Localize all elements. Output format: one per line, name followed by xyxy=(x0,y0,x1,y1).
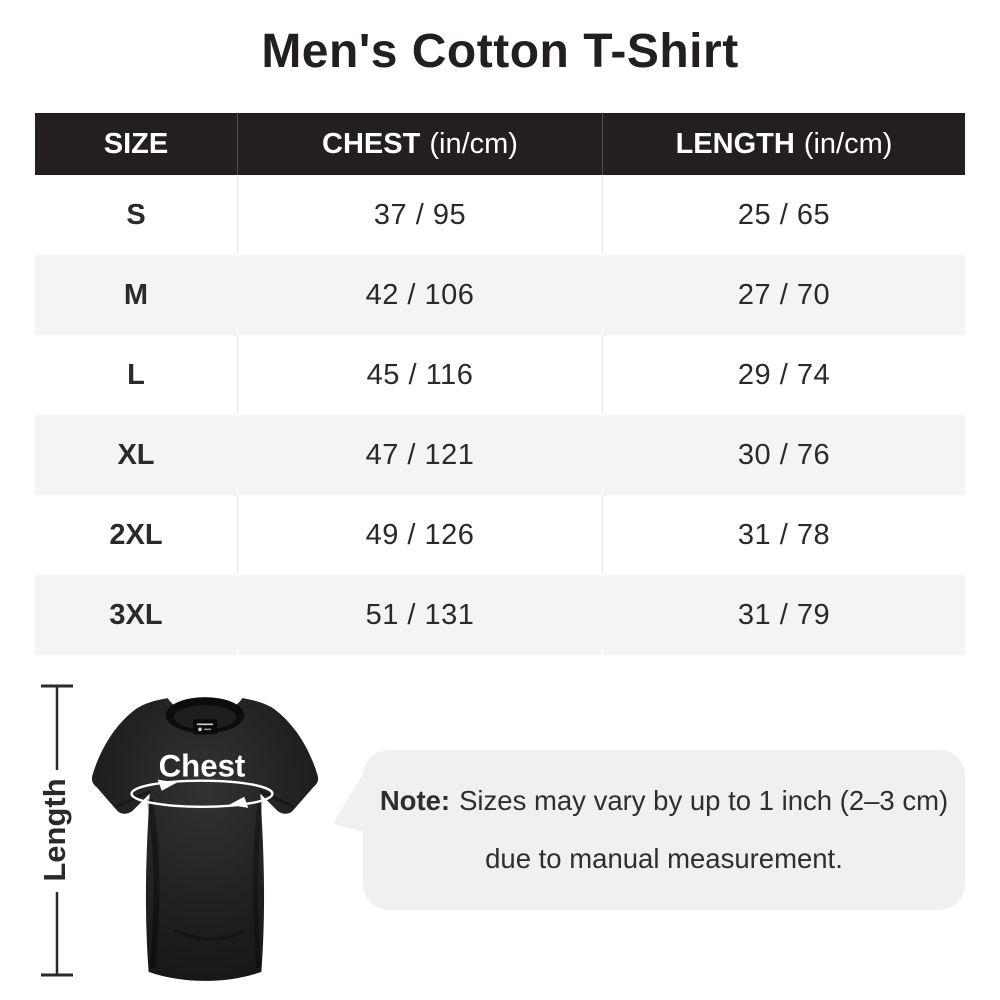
header-size-label: SIZE xyxy=(103,127,169,160)
table-row: L 45 / 116 29 / 74 xyxy=(35,335,965,415)
table-row: M 42 / 106 27 / 70 xyxy=(35,255,965,335)
chest-cell: 47 / 121 xyxy=(238,415,603,495)
length-cell: 25 / 65 xyxy=(737,198,831,231)
length-measure: Length xyxy=(32,680,82,985)
length-cell: 31 / 78 xyxy=(737,518,831,551)
chest-cell: 45 / 116 xyxy=(238,335,603,415)
table-row: 3XL 51 / 131 31 / 79 xyxy=(35,575,965,655)
length-cell: 29 / 74 xyxy=(737,358,831,391)
length-cell: 31 / 79 xyxy=(737,598,831,631)
length-label: Length xyxy=(37,778,72,881)
chest-cell: 51 / 131 xyxy=(238,575,603,655)
size-cell: L xyxy=(35,335,238,415)
note-bubble: Note: Sizes may vary by up to 1 inch (2–3… xyxy=(333,750,965,910)
page-title: Men's Cotton T-Shirt xyxy=(261,25,739,78)
note-line-2: due to manual measurement. xyxy=(485,843,843,874)
note-line-1: Note: Sizes may vary by up to 1 inch (2–3… xyxy=(380,772,948,830)
tshirt-image: Chest xyxy=(64,678,346,997)
chest-measure-ellipse-icon xyxy=(130,779,274,809)
chest-label: Chest xyxy=(159,749,246,784)
size-cell: M xyxy=(35,255,238,335)
table-row: XL 47 / 121 30 / 76 xyxy=(35,415,965,495)
table-row: 2XL 49 / 126 31 / 78 xyxy=(35,495,965,575)
size-cell: S xyxy=(35,175,238,255)
header-size: SIZE xyxy=(35,113,238,175)
header-chest-label: CHEST xyxy=(322,127,421,160)
header-chest: CHEST (in/cm) xyxy=(238,113,603,175)
chest-cell: 49 / 126 xyxy=(238,495,603,575)
length-cell: 27 / 70 xyxy=(737,278,831,311)
size-cell: 2XL xyxy=(35,495,238,575)
tshirt-icon: Chest xyxy=(91,697,319,981)
size-cell: XL xyxy=(35,415,238,495)
table-header-row: SIZE CHEST (in/cm) LENGTH (in/cm) xyxy=(35,113,965,175)
header-length-label: LENGTH xyxy=(675,127,795,160)
length-cell: 30 / 76 xyxy=(737,438,831,471)
note-prefix: Note: xyxy=(379,785,451,816)
size-cell: 3XL xyxy=(35,575,238,655)
size-chart-table: SIZE CHEST (in/cm) LENGTH (in/cm) S 37 /… xyxy=(35,113,965,655)
header-length: LENGTH (in/cm) xyxy=(603,113,965,175)
tshirt-body xyxy=(91,698,319,981)
collar-brand-label-icon xyxy=(192,719,218,735)
note-text-1: Sizes may vary by up to 1 inch (2–3 cm) xyxy=(459,785,949,816)
chest-cell: 42 / 106 xyxy=(238,255,603,335)
chest-cell: 37 / 95 xyxy=(238,175,603,255)
length-measure-line-icon: Length xyxy=(37,684,73,977)
table-row: S 37 / 95 25 / 65 xyxy=(35,175,965,255)
header-length-unit: (in/cm) xyxy=(803,127,893,160)
header-chest-unit: (in/cm) xyxy=(429,127,518,160)
note-bubble-tail-icon xyxy=(333,772,364,832)
